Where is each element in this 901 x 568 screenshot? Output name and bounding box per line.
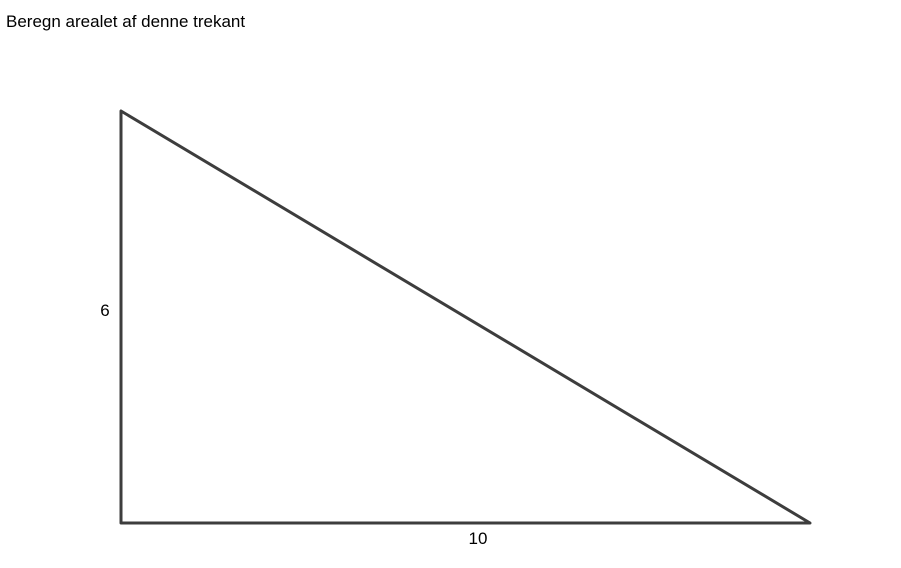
- right-triangle: [119, 109, 812, 525]
- height-label: 6: [100, 301, 109, 320]
- question-text: Beregn arealet af denne trekant: [6, 12, 246, 31]
- base-label: 10: [469, 529, 488, 548]
